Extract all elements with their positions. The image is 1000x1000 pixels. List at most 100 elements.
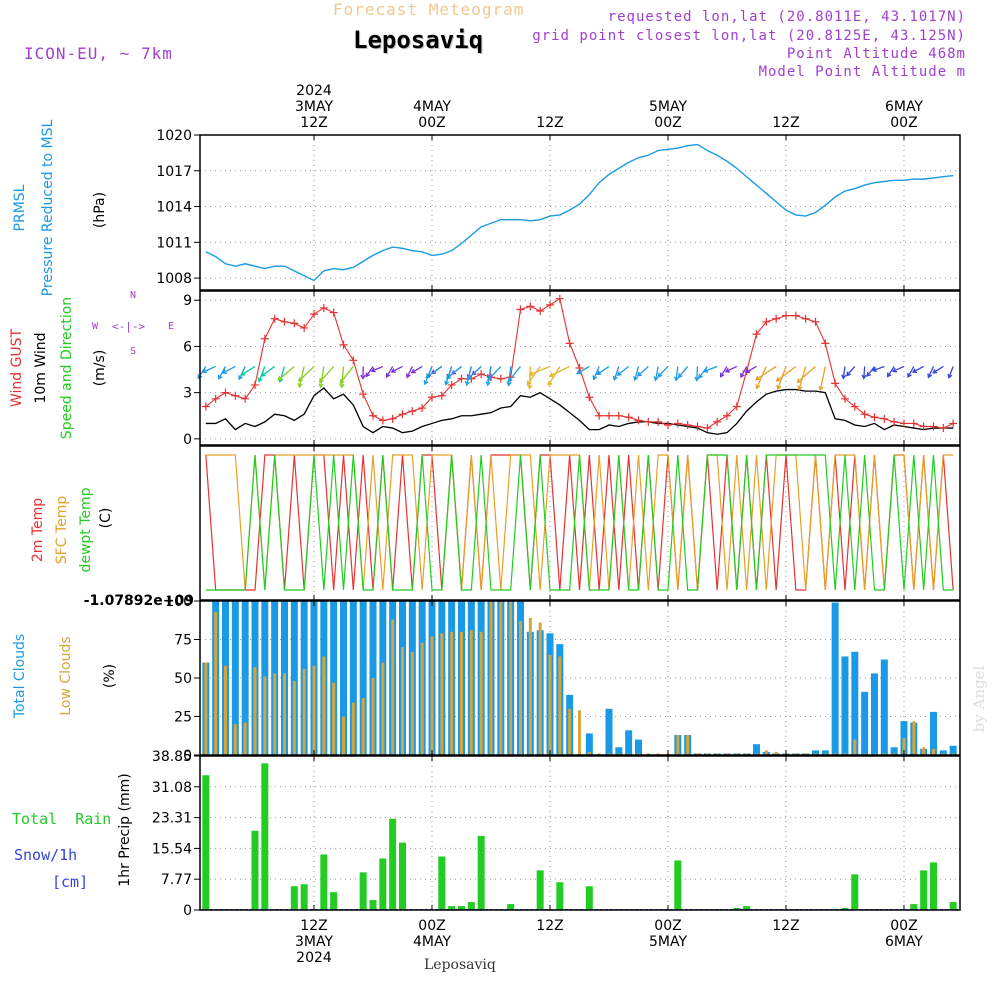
- gust-point: [614, 411, 623, 420]
- wind-arrow-head: [677, 373, 683, 379]
- total-cloud-bar: [831, 602, 839, 755]
- wind-direction-arrow: [218, 366, 227, 380]
- wind-direction-arrow: [892, 365, 905, 372]
- gust-point: [516, 305, 525, 314]
- rain-bar: [448, 906, 456, 910]
- gust-point: [683, 420, 692, 429]
- rain-bar: [910, 904, 918, 910]
- gust-point: [949, 419, 958, 428]
- panel-frames: [194, 134, 961, 911]
- wind-direction-arrow: [487, 366, 502, 381]
- gust-point: [673, 419, 682, 428]
- panel-frame: [199, 445, 961, 601]
- wind-arrow-head: [201, 368, 207, 374]
- point-altitude: Point Altitude 468m: [786, 46, 966, 62]
- y-tick-label: 31.08: [152, 780, 192, 796]
- gust-point: [919, 422, 928, 431]
- gust-point: [654, 417, 663, 426]
- wind-arrow-head: [657, 372, 663, 378]
- rain-bar: [556, 882, 564, 910]
- low-cloud-bar: [332, 682, 336, 755]
- wind-direction-arrow: [696, 366, 699, 381]
- wind-direction-arrow: [846, 366, 856, 376]
- gust-point: [319, 303, 328, 312]
- wind-arrow-head: [861, 374, 867, 380]
- low-cloud-bar: [283, 673, 287, 755]
- rain-bar: [438, 856, 446, 910]
- wind-arrow-head: [797, 385, 803, 391]
- low-cloud-bar: [381, 662, 385, 755]
- time-label-top: 12Z: [772, 115, 799, 131]
- compass-e-label: E: [168, 321, 175, 332]
- wind-direction-arrow: [371, 365, 384, 372]
- prmsl-unit-label: (hPa): [92, 191, 108, 229]
- gust-point: [722, 411, 731, 420]
- gust-point: [870, 413, 879, 422]
- wind-direction-arrow: [637, 365, 649, 377]
- wind-gust-line: [205, 297, 954, 429]
- total-cloud-bar: [929, 711, 937, 755]
- wind-arrow-head: [907, 372, 912, 379]
- low-cloud-bar: [813, 753, 817, 755]
- wind-arrow-head: [932, 368, 938, 374]
- rain-bar: [674, 860, 682, 910]
- wind-arrow-head: [318, 378, 324, 384]
- wind-direction-arrow: [529, 365, 551, 376]
- watermark: by Angel: [970, 665, 988, 733]
- total-cloud-bar: [861, 691, 869, 755]
- wind-arrow-head: [370, 367, 376, 373]
- wind-direction-arrow: [863, 366, 866, 379]
- wind-direction-arrow: [872, 365, 885, 372]
- wind-arrow-head: [698, 373, 704, 379]
- low-cloud-bar: [705, 753, 709, 755]
- time-label-top: 2024: [296, 83, 332, 99]
- wind-arrow-head: [724, 367, 730, 373]
- wind-arrow-head: [871, 367, 878, 372]
- total-cloud-bar: [841, 656, 849, 755]
- data-layer: [197, 143, 960, 910]
- gust-point: [791, 311, 800, 320]
- total-cloud-bar: [241, 601, 249, 755]
- gust-point: [251, 380, 260, 389]
- total-cloud-bar: [821, 750, 829, 755]
- total-rain-label: Total Rain: [12, 810, 112, 828]
- total-cloud-bar: [339, 601, 347, 755]
- wind-direction-arrow: [261, 365, 276, 377]
- rain-bar: [949, 902, 957, 910]
- gust-point: [663, 420, 672, 429]
- wind-arrow-head: [466, 375, 472, 381]
- wind-direction-arrow: [912, 365, 924, 373]
- time-label-bottom: 12Z: [536, 918, 563, 934]
- total-clouds-label: Total Clouds: [12, 633, 28, 719]
- wind-direction-arrow: [796, 365, 816, 383]
- low-cloud-bar: [715, 753, 719, 755]
- wind-direction-arrow: [613, 366, 620, 380]
- wind-10m-label: 10m Wind: [33, 332, 49, 404]
- rain-bar: [389, 818, 397, 910]
- gust-point: [890, 417, 899, 426]
- wind-arrow-head: [719, 372, 725, 378]
- compass-w-label: W: [92, 321, 99, 332]
- total-cloud-bar: [949, 745, 957, 755]
- rain-bar: [398, 842, 406, 910]
- wind-gust-label: Wind GUST: [9, 328, 25, 408]
- gust-point: [349, 356, 358, 365]
- y-tick-label: 1011: [156, 235, 192, 251]
- low-cloud-bar: [538, 622, 542, 755]
- wind-arrow-head: [596, 370, 602, 375]
- gust-point: [595, 411, 604, 420]
- low-cloud-bar: [253, 667, 257, 755]
- wind-arrow-head: [547, 381, 553, 387]
- wind-arrow-head: [612, 375, 618, 381]
- gust-point: [241, 394, 250, 403]
- gust-point: [368, 411, 377, 420]
- gust-point: [221, 388, 230, 397]
- low-cloud-bar: [941, 753, 945, 755]
- rain-bar: [202, 775, 210, 910]
- wind-direction-arrow: [411, 365, 423, 374]
- low-cloud-bar: [351, 702, 355, 755]
- low-cloud-bar: [391, 619, 395, 755]
- wind-direction-arrow: [365, 366, 374, 377]
- wind-arrow-head: [846, 371, 851, 377]
- wind-direction-arrow: [657, 366, 669, 377]
